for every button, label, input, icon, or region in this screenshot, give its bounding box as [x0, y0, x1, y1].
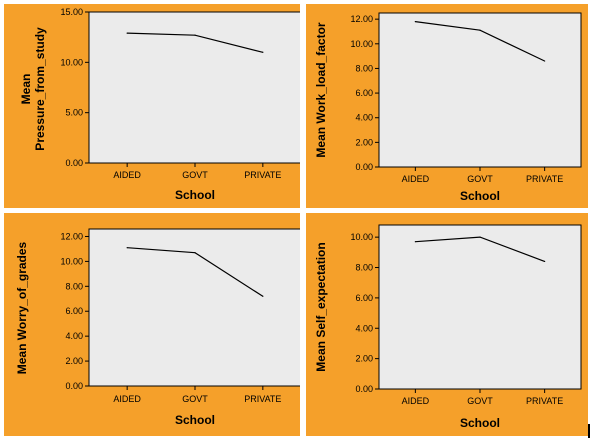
y-axis-title: Mean Self_expectation — [314, 242, 328, 371]
x-tick-label: GOVT — [467, 396, 493, 406]
x-tick-label: GOVT — [467, 174, 493, 184]
y-tick-label: 0.00 — [65, 381, 83, 391]
y-tick-label: 10.00 — [60, 256, 83, 266]
x-tick-label: PRIVATE — [244, 394, 281, 404]
y-tick-label: 2.00 — [65, 356, 83, 366]
x-tick-label: GOVT — [182, 394, 208, 404]
plot-area — [378, 12, 582, 168]
y-tick-label: 12.00 — [350, 14, 373, 24]
y-tick-label: 5.00 — [65, 108, 83, 118]
y-tick-label: 0.00 — [355, 162, 373, 172]
x-tick-label: AIDED — [113, 394, 141, 404]
y-tick-label: 6.00 — [355, 293, 373, 303]
plot-area — [378, 224, 582, 390]
data-point — [414, 21, 416, 23]
data-point — [262, 51, 264, 53]
y-tick-label: 2.00 — [355, 137, 373, 147]
x-tick-label: GOVT — [182, 170, 208, 180]
chart-svg: 0.00 2.00 4.00 6.00 8.00 10.00 12.00 AIDED GOVT P… — [15, 228, 300, 427]
chart-panel-pressure: 0.00 5.00 10.00 15.00 AIDED GOVT PRIVATE School… — [3, 3, 301, 209]
x-tick-label: PRIVATE — [526, 396, 563, 406]
y-tick-label: 10.00 — [350, 39, 373, 49]
y-axis-title: Mean Work_load_factor — [314, 22, 328, 157]
x-tick-label: AIDED — [402, 396, 430, 406]
chart-panel-self-expectation: 0.00 2.00 4.00 6.00 8.00 10.00 AIDED GOVT PRIVAT… — [305, 212, 589, 437]
data-point — [194, 34, 196, 36]
y-axis-title: Mean Worry_of_grades — [15, 241, 29, 374]
y-tick-label: 10.00 — [350, 232, 373, 242]
x-tick-label: AIDED — [113, 170, 141, 180]
plot-area — [88, 228, 300, 387]
x-tick-label: PRIVATE — [526, 174, 563, 184]
data-point — [479, 236, 481, 238]
chart-svg: 0.00 5.00 10.00 15.00 AIDED GOVT PRIVATE School… — [19, 7, 300, 202]
data-point — [414, 241, 416, 243]
data-point — [479, 29, 481, 31]
data-point — [262, 295, 264, 297]
y-tick-label: 8.00 — [355, 63, 373, 73]
y-tick-label: 2.00 — [355, 354, 373, 364]
plot-area — [88, 11, 300, 164]
chart-svg: 0.00 2.00 4.00 6.00 8.00 10.00 AIDED GOVT PRIVAT… — [314, 224, 582, 430]
x-axis-title: School — [175, 413, 215, 427]
x-axis-title: School — [460, 416, 500, 430]
y-tick-label: 4.00 — [355, 113, 373, 123]
chart-svg: 0.00 2.00 4.00 6.00 8.00 10.00 12.00 AIDED GOVT P… — [314, 12, 582, 203]
y-tick-label: 4.00 — [355, 323, 373, 333]
x-tick-label: PRIVATE — [244, 170, 281, 180]
y-axis-title: Pressure_from_study — [33, 27, 47, 151]
x-axis-title: School — [175, 188, 215, 202]
y-tick-label: 6.00 — [355, 88, 373, 98]
x-axis-title: School — [460, 189, 500, 203]
y-axis-title: Mean — [19, 74, 33, 105]
chart-panel-worry: 0.00 2.00 4.00 6.00 8.00 10.00 12.00 AIDED GOVT P… — [3, 212, 301, 437]
y-tick-label: 0.00 — [355, 384, 373, 394]
data-point — [544, 260, 546, 263]
y-tick-label: 0.00 — [65, 158, 83, 168]
y-tick-label: 8.00 — [355, 263, 373, 273]
y-tick-label: 10.00 — [60, 57, 83, 67]
data-point — [126, 247, 128, 249]
data-point — [544, 60, 546, 62]
y-tick-label: 15.00 — [60, 7, 83, 17]
y-tick-label: 12.00 — [60, 231, 83, 241]
y-tick-label: 8.00 — [65, 281, 83, 291]
data-point — [194, 252, 196, 254]
data-point — [126, 32, 128, 34]
corner-mark — [588, 424, 590, 438]
y-tick-label: 4.00 — [65, 331, 83, 341]
y-tick-label: 6.00 — [65, 306, 83, 316]
x-tick-label: AIDED — [402, 174, 430, 184]
chart-panel-workload: 0.00 2.00 4.00 6.00 8.00 10.00 12.00 AIDED GOVT P… — [305, 3, 589, 209]
